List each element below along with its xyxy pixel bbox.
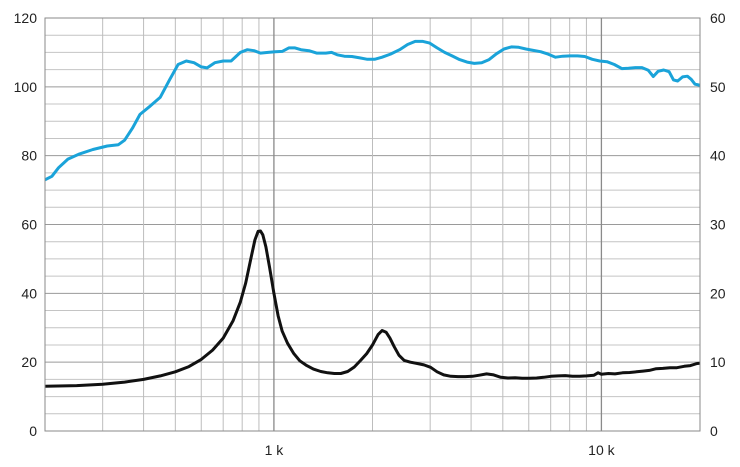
right-axis-tick-label: 40: [710, 148, 726, 164]
right-axis-tick-label: 10: [710, 354, 726, 370]
x-axis-tick-label: 1 k: [265, 442, 285, 458]
plot-frame: [44, 17, 701, 432]
left-axis-tick-label: 0: [29, 423, 37, 439]
series-line-2: [45, 229, 700, 388]
series-layer: [45, 39, 700, 388]
x-axis-tick-labels: 1 k 10 k: [265, 442, 616, 458]
series-line-1: [45, 39, 700, 182]
right-axis-tick-label: 50: [710, 79, 726, 95]
right-axis-tick-label: 20: [710, 285, 726, 301]
x-axis-tick-label: 10 k: [588, 442, 615, 458]
right-axis-tick-label: 30: [710, 217, 726, 233]
left-axis-tick-label: 80: [21, 148, 37, 164]
grid-lines: [45, 18, 700, 431]
left-axis-tick-label: 100: [14, 79, 38, 95]
left-axis-tick-label: 40: [21, 285, 37, 301]
left-axis-tick-label: 120: [14, 10, 38, 26]
right-axis-tick-label: 0: [710, 423, 718, 439]
left-axis-tick-labels: 0 20 40 60 80 100 120: [14, 10, 38, 439]
right-axis-tick-label: 60: [710, 10, 726, 26]
left-axis-tick-label: 60: [21, 217, 37, 233]
left-axis-tick-label: 20: [21, 354, 37, 370]
right-axis-tick-labels: 0 10 20 30 40 50 60: [710, 10, 726, 439]
